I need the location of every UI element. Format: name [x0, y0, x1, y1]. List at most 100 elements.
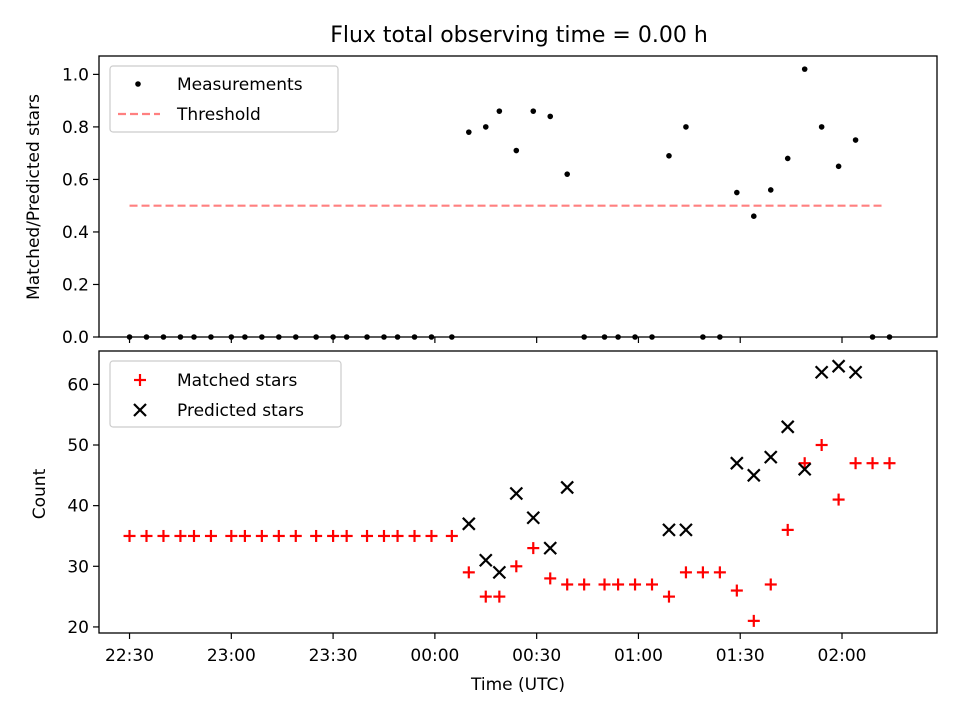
matched-star-point: [544, 572, 557, 585]
x-tick-label: 02:00: [818, 646, 867, 666]
matched-star-point: [527, 542, 540, 555]
measurement-point: [734, 189, 740, 196]
top-legend-box: [109, 65, 339, 133]
legend-predicted-marker: [133, 403, 147, 417]
matched-star-point: [140, 529, 153, 542]
measurement-point: [784, 155, 791, 162]
predicted-star-point: [797, 462, 812, 477]
matched-star-point: [425, 529, 438, 542]
measurement-point: [496, 108, 503, 114]
bottom-y-tick-label: 30: [67, 557, 89, 577]
matched-star-point: [561, 578, 574, 591]
matched-star-point: [781, 523, 794, 536]
top-chart-title: Flux total observing time = 0.00 h: [330, 23, 708, 48]
bottom-y-tick-label: 50: [67, 436, 89, 456]
legend-matched-label: Matched stars: [177, 371, 297, 391]
matched-star-point: [866, 457, 879, 470]
top-y-tick-label: 0.8: [62, 118, 89, 138]
matched-star-point: [815, 439, 828, 451]
top-y-tick-label: 0.4: [62, 223, 89, 243]
bottom-y-tick-label: 20: [67, 618, 89, 638]
top-y-tick-label: 0.2: [62, 275, 89, 295]
matched-star-point: [764, 578, 777, 591]
predicted-star-point: [730, 456, 744, 470]
matched-star-point: [598, 578, 611, 591]
measurement-point: [767, 187, 774, 193]
predicted-star-point: [747, 468, 761, 483]
measurement-point: [750, 213, 757, 219]
matched-star-point: [289, 529, 302, 542]
matched-star-point: [361, 529, 374, 542]
predicted-star-point: [492, 565, 507, 580]
predicted-star-point: [543, 541, 558, 555]
matched-star-point: [493, 590, 506, 603]
x-tick-label: 22:30: [105, 646, 154, 666]
top-y-ticks: 0.0 0.2 0.4 0.6 0.8 1.0: [62, 65, 99, 348]
bottom-x-ticks: 22:30 23:00 23:30 00:00 00:30 01:00 01:30 02:00: [105, 633, 867, 666]
matched-star-point: [310, 529, 323, 542]
matched-star-point: [849, 457, 862, 470]
predicted-star-point: [526, 510, 541, 525]
matched-star-point: [747, 614, 760, 627]
matched-star-point: [204, 529, 217, 542]
matched-star-point: [157, 529, 170, 542]
top-x-ticks: [128, 337, 843, 343]
measurement-point: [835, 163, 842, 170]
matched-star-point: [238, 529, 251, 542]
measurement-point: [801, 66, 808, 72]
x-tick-label: 01:30: [716, 646, 765, 666]
bottom-y-ticks: 20 30 40 50 60: [67, 375, 99, 638]
predicted-star-point: [679, 523, 693, 537]
top-plot-frame: [98, 55, 938, 338]
bottom-y-tick-label: 60: [67, 375, 89, 395]
top-y-axis-label: Matched/Predicted stars: [24, 94, 44, 300]
bottom-y-tick-label: 40: [67, 497, 89, 517]
top-y-tick-label: 0.0: [62, 328, 89, 348]
x-tick-label: 23:00: [207, 646, 256, 666]
matched-star-point: [883, 457, 896, 470]
matched-star-point: [510, 560, 523, 573]
matched-star-point: [730, 584, 743, 597]
measurement-point: [564, 171, 570, 177]
x-tick-label: 00:30: [512, 646, 561, 666]
top-legend: Measurements Threshold: [109, 65, 339, 133]
matched-star-point: [662, 590, 675, 603]
bottom-y-axis-label: Count: [30, 468, 50, 519]
measurement-point: [818, 124, 825, 130]
measurement-point: [683, 124, 689, 130]
x-tick-label: 23:30: [309, 646, 358, 666]
matched-star-point: [696, 566, 709, 579]
matched-star-point: [646, 578, 659, 591]
predicted-star-point: [814, 365, 829, 380]
predicted-star-point: [848, 365, 863, 380]
matched-star-point: [679, 566, 692, 579]
legend-threshold-label: Threshold: [176, 105, 261, 125]
measurement-point: [530, 108, 537, 114]
bottom-legend: Matched stars Predicted stars: [109, 360, 342, 428]
matched-star-point: [612, 578, 625, 591]
top-y-tick-label: 0.6: [62, 170, 89, 190]
matched-star-point: [225, 529, 238, 542]
matched-star-point: [713, 566, 726, 579]
measurement-point: [666, 152, 672, 159]
measurement-point: [482, 124, 489, 130]
legend-predicted-label: Predicted stars: [177, 401, 304, 421]
predicted-star-point: [780, 420, 795, 434]
predicted-stars-points: [462, 359, 863, 580]
predicted-star-point: [560, 480, 574, 495]
measurement-point: [513, 147, 520, 154]
bottom-plot-frame: [98, 350, 938, 634]
measurement-point: [547, 113, 554, 120]
measurement-point: [852, 137, 859, 143]
predicted-star-point: [662, 523, 676, 537]
matched-star-point: [832, 493, 845, 506]
matched-star-point: [798, 457, 811, 470]
matched-star-point: [255, 529, 268, 542]
predicted-star-point: [763, 450, 778, 464]
matched-star-point: [340, 529, 353, 542]
legend-measurements-label: Measurements: [177, 75, 303, 95]
bottom-legend-box: [109, 360, 342, 428]
x-tick-label: 01:00: [614, 646, 663, 666]
matched-star-point: [479, 590, 492, 603]
